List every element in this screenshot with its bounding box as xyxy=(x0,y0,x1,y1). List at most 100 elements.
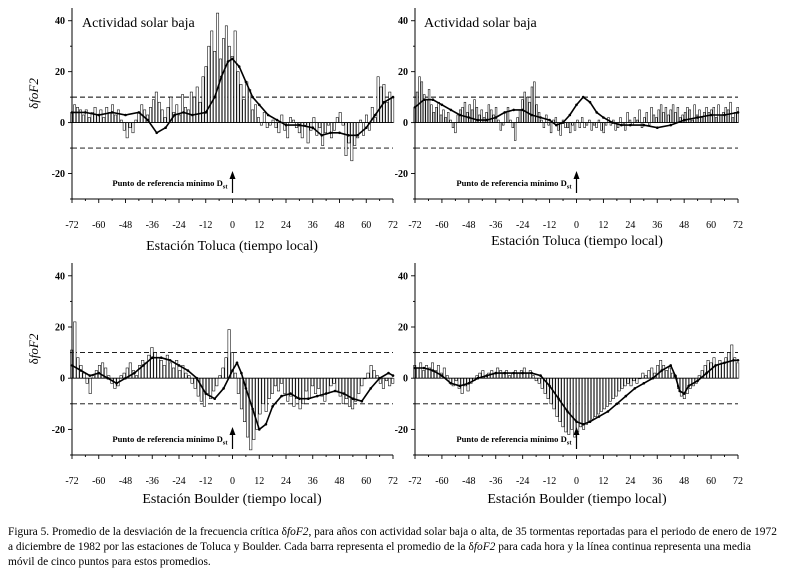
bar xyxy=(184,107,187,123)
bar xyxy=(267,377,271,399)
bar xyxy=(73,104,77,123)
bar xyxy=(221,367,225,379)
bar xyxy=(318,122,322,128)
bar xyxy=(222,38,225,123)
x-tick-label: -60 xyxy=(435,476,448,487)
bar xyxy=(239,377,243,410)
moving-average-point xyxy=(264,423,268,426)
bar xyxy=(664,107,668,123)
bar xyxy=(195,86,199,123)
chart-title: Actividad solar baja xyxy=(82,16,196,31)
bar xyxy=(162,365,166,379)
bar xyxy=(623,377,627,387)
moving-average-point xyxy=(575,103,578,107)
bar xyxy=(189,91,193,123)
moving-average-point xyxy=(642,382,646,385)
moving-average-point xyxy=(204,392,208,395)
reference-point-label: Punto de referencia mínimo Dst xyxy=(112,178,228,191)
y-tick-label: 0 xyxy=(403,374,408,385)
moving-average-point xyxy=(548,118,551,122)
moving-average-point xyxy=(673,374,677,377)
x-tick-label: 24 xyxy=(281,476,291,487)
bar xyxy=(594,377,597,417)
bar xyxy=(326,377,330,394)
moving-average-point xyxy=(503,111,507,114)
bar xyxy=(224,357,228,379)
moving-average-point xyxy=(333,389,337,393)
bar xyxy=(528,101,531,123)
bar xyxy=(381,377,385,389)
bar xyxy=(662,365,666,379)
chart-panel-bottom-left: -20 0 20 40 -72 -60 -48 -36 -24 -12 0 12 24 36 48 60 72 E… xyxy=(26,263,398,507)
moving-average-point xyxy=(705,371,708,375)
bar xyxy=(388,91,392,123)
bar xyxy=(511,122,514,128)
moving-average-point xyxy=(602,116,605,119)
bar xyxy=(82,372,86,379)
x-tick-label: -48 xyxy=(462,476,475,487)
moving-average-point xyxy=(338,131,341,135)
x-tick-label: 72 xyxy=(733,476,743,487)
x-axis-label: Estación Boulder (tiempo local) xyxy=(487,492,667,507)
caption-var-2: foF2 xyxy=(473,541,496,553)
bar xyxy=(160,109,164,123)
bar xyxy=(227,45,231,123)
moving-average-point xyxy=(360,399,364,403)
bar xyxy=(430,104,433,123)
bar xyxy=(736,362,740,379)
bar xyxy=(514,122,517,141)
x-tick-label: 36 xyxy=(652,220,662,231)
bar xyxy=(671,372,674,379)
y-tick-label: 20 xyxy=(398,67,408,78)
bar xyxy=(617,377,621,392)
moving-average-point xyxy=(561,121,565,124)
x-tick-label: -60 xyxy=(92,476,105,487)
bar xyxy=(277,122,281,134)
moving-average-point xyxy=(315,394,319,398)
bar xyxy=(573,122,577,131)
charts-svg: -20 0 20 40 -72 -60 -48 -36 -24 -12 0 12 24 36 48 60 72 A… xyxy=(26,8,743,507)
bar xyxy=(415,91,419,123)
bar xyxy=(578,122,581,128)
moving-average-point xyxy=(682,392,686,395)
bar xyxy=(178,370,182,379)
bar xyxy=(248,89,252,123)
moving-average-point xyxy=(84,111,87,114)
moving-average-point xyxy=(378,376,381,380)
bar xyxy=(494,107,498,123)
bar xyxy=(295,377,299,399)
bar xyxy=(280,377,284,384)
moving-average-point xyxy=(110,111,114,114)
x-tick-label: -72 xyxy=(65,476,78,487)
moving-average-point xyxy=(342,392,346,395)
reference-point-label: Punto de referencia mínimo Dst xyxy=(112,434,228,447)
y-tick-label: -20 xyxy=(395,169,408,180)
moving-average-point xyxy=(736,359,740,362)
bar xyxy=(168,362,172,379)
bar xyxy=(307,377,311,399)
moving-average-point xyxy=(88,374,92,377)
moving-average-point xyxy=(714,364,717,367)
moving-average-point xyxy=(226,60,230,63)
moving-average-point xyxy=(168,359,172,362)
bar xyxy=(599,377,603,412)
bar xyxy=(439,114,443,123)
bar xyxy=(650,107,653,123)
bar xyxy=(454,122,457,134)
bar xyxy=(444,117,447,123)
bar xyxy=(416,367,420,379)
x-tick-label: -72 xyxy=(65,220,78,231)
moving-average-point xyxy=(568,113,572,117)
bar xyxy=(249,377,253,451)
bar xyxy=(662,112,665,123)
y-tick-label: -20 xyxy=(52,169,65,180)
bar xyxy=(187,109,190,123)
x-tick-label: 48 xyxy=(335,220,345,231)
bar xyxy=(583,122,586,128)
reference-point-subscript: st xyxy=(223,184,229,191)
moving-average-point xyxy=(642,123,646,127)
bar xyxy=(76,107,79,123)
moving-average-point xyxy=(660,369,663,372)
moving-average-point xyxy=(97,371,101,375)
y-tick-label: 0 xyxy=(60,374,65,385)
